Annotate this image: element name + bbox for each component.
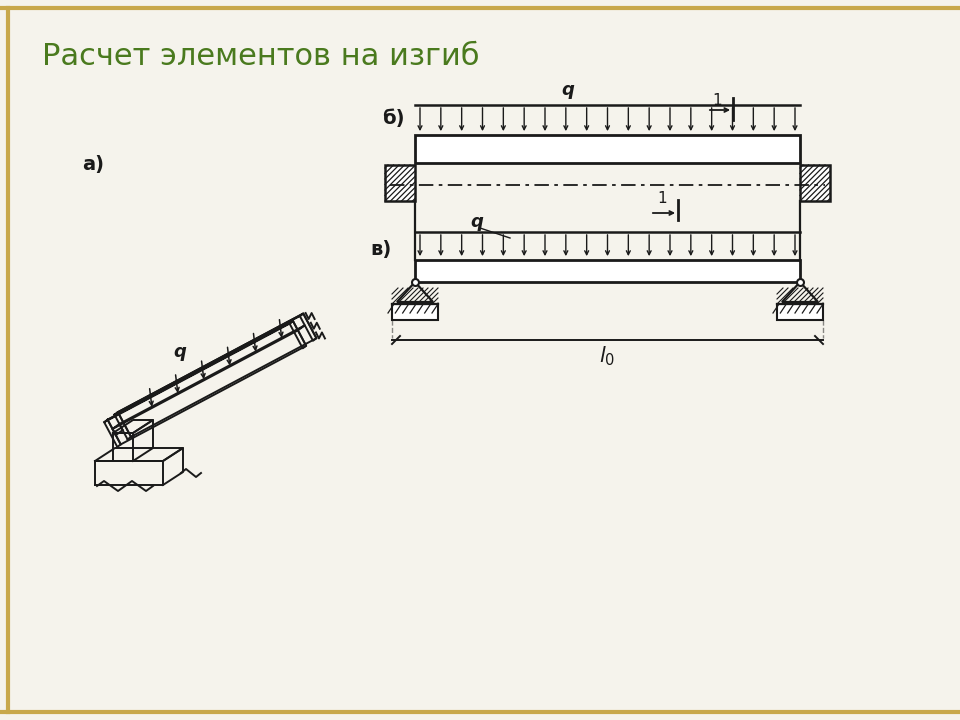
Text: q: q — [174, 343, 186, 361]
Bar — [415, 260, 800, 282]
Text: $l_0$: $l_0$ — [599, 344, 615, 368]
Text: а): а) — [82, 155, 104, 174]
Text: 1: 1 — [658, 191, 667, 206]
Text: б): б) — [382, 109, 404, 128]
Text: q: q — [470, 213, 483, 231]
Bar — [800, 165, 830, 201]
Bar — [392, 304, 438, 320]
Bar — [385, 165, 415, 201]
Bar — [777, 304, 823, 320]
Text: 1: 1 — [712, 93, 722, 108]
Text: q: q — [562, 81, 574, 99]
Bar — [415, 135, 800, 163]
Text: в): в) — [370, 240, 392, 259]
Text: Расчет элементов на изгиб: Расчет элементов на изгиб — [42, 42, 479, 71]
